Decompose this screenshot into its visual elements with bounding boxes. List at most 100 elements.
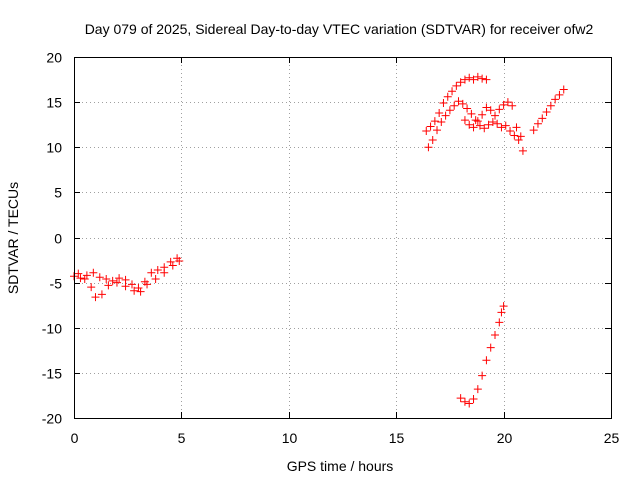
data-series bbox=[456, 302, 508, 408]
data-point bbox=[465, 73, 474, 82]
data-point bbox=[497, 123, 506, 132]
data-point bbox=[465, 399, 474, 408]
data-point bbox=[441, 111, 450, 120]
x-tick-label: 25 bbox=[604, 430, 620, 446]
data-point bbox=[153, 265, 162, 274]
data-point bbox=[499, 100, 508, 109]
data-point bbox=[480, 124, 489, 133]
data-point bbox=[74, 269, 83, 278]
data-point bbox=[467, 109, 476, 118]
data-point bbox=[484, 120, 493, 129]
x-tick-label: 5 bbox=[178, 430, 186, 446]
data-point bbox=[482, 356, 491, 365]
data-point bbox=[439, 99, 448, 108]
data-point bbox=[448, 87, 457, 96]
data-point bbox=[478, 110, 487, 119]
data-point bbox=[108, 276, 117, 285]
data-point bbox=[460, 116, 469, 125]
data-point bbox=[104, 281, 113, 290]
data-point bbox=[121, 282, 130, 291]
data-point bbox=[559, 85, 568, 94]
data-point bbox=[473, 385, 482, 394]
y-tick-label: 20 bbox=[46, 50, 62, 66]
data-point bbox=[422, 127, 431, 136]
data-point bbox=[115, 274, 124, 283]
data-point bbox=[430, 117, 439, 126]
y-tick-label: 10 bbox=[46, 140, 62, 156]
data-point bbox=[555, 90, 564, 99]
y-tick-label: -15 bbox=[42, 366, 62, 382]
data-point bbox=[491, 330, 500, 339]
data-point bbox=[473, 72, 482, 81]
data-series bbox=[529, 85, 568, 135]
x-tick-label: 10 bbox=[282, 430, 298, 446]
data-point bbox=[454, 97, 463, 106]
data-point bbox=[424, 143, 433, 152]
data-point bbox=[538, 114, 547, 123]
data-point bbox=[491, 111, 500, 120]
data-point bbox=[529, 126, 538, 135]
data-point bbox=[471, 116, 480, 125]
data-point bbox=[166, 257, 175, 266]
grid bbox=[74, 57, 611, 418]
data-point bbox=[488, 117, 497, 126]
data-point bbox=[460, 397, 469, 406]
data-point bbox=[151, 275, 160, 284]
data-point bbox=[445, 106, 454, 115]
data-point bbox=[76, 274, 85, 283]
data-point bbox=[469, 395, 478, 404]
data-point bbox=[460, 75, 469, 84]
data-point bbox=[102, 275, 111, 284]
data-point bbox=[510, 131, 519, 140]
data-point bbox=[478, 371, 487, 380]
data-point bbox=[516, 132, 525, 141]
data-point bbox=[443, 92, 452, 101]
data-point bbox=[168, 261, 177, 270]
data-point bbox=[452, 81, 461, 90]
data-point bbox=[508, 101, 517, 110]
data-point bbox=[91, 293, 100, 302]
data-point bbox=[435, 108, 444, 117]
data-point bbox=[478, 74, 487, 83]
data-series bbox=[422, 72, 491, 136]
data-point bbox=[469, 75, 478, 84]
data-point bbox=[95, 273, 104, 282]
data-point bbox=[503, 98, 512, 107]
y-tick-label: 5 bbox=[54, 185, 62, 201]
data-series bbox=[74, 256, 184, 302]
y-tick-label: -10 bbox=[42, 321, 62, 337]
data-point bbox=[465, 120, 474, 129]
axis-ticks: 0 5 10 15 20 25 -20 -15 -10 -5 0 5 10 15 20 bbox=[42, 50, 620, 447]
data-point bbox=[136, 287, 145, 296]
data-point bbox=[495, 105, 504, 114]
data-point bbox=[542, 108, 551, 117]
data-point bbox=[473, 117, 482, 126]
data-point bbox=[506, 127, 515, 136]
data-marks bbox=[70, 72, 568, 408]
x-tick-label: 20 bbox=[497, 430, 513, 446]
data-point bbox=[97, 290, 106, 299]
data-point bbox=[482, 103, 491, 112]
data-point bbox=[82, 271, 91, 280]
data-point bbox=[130, 286, 139, 295]
data-point bbox=[175, 256, 184, 265]
chart-title: Day 079 of 2025, Sidereal Day-to-day VTE… bbox=[85, 21, 594, 37]
data-point bbox=[134, 284, 143, 293]
data-point bbox=[160, 268, 169, 277]
y-tick-label: 15 bbox=[46, 95, 62, 111]
data-point bbox=[495, 318, 504, 327]
data-point bbox=[147, 268, 156, 277]
data-point bbox=[475, 121, 484, 130]
data-point bbox=[456, 78, 465, 87]
data-point bbox=[518, 146, 527, 155]
data-point bbox=[493, 119, 502, 128]
y-tick-label: -20 bbox=[42, 411, 62, 427]
data-point bbox=[80, 275, 89, 284]
data-point bbox=[456, 394, 465, 403]
data-point bbox=[482, 75, 491, 84]
y-axis-label: SDTVAR / TECUs bbox=[5, 182, 21, 294]
data-point bbox=[127, 280, 136, 289]
data-point bbox=[426, 122, 435, 131]
data-point bbox=[143, 280, 152, 289]
